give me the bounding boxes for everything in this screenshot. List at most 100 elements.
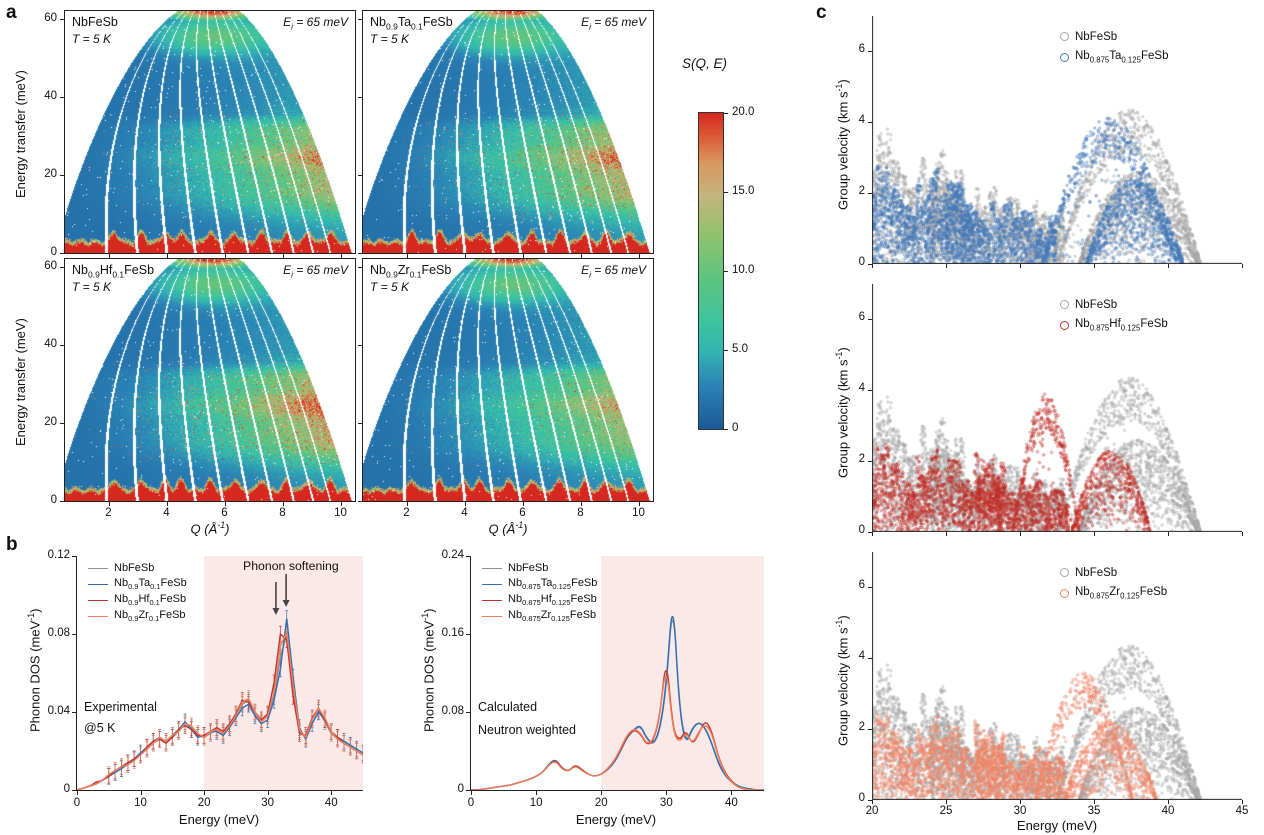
tick-mark — [60, 422, 64, 424]
incident-energy-label: Ei = 65 meV — [283, 15, 348, 32]
tick-label: 2 — [858, 185, 865, 198]
tick-mark — [724, 350, 728, 351]
tick-label: 4 — [858, 650, 865, 663]
tick-label: 4 — [163, 507, 170, 519]
note-temperature: @5 K — [84, 721, 116, 735]
tick-mark — [72, 556, 76, 557]
tick-mark — [1020, 264, 1021, 268]
legend-entry: Nb0.875Zr0.125FeSb — [482, 608, 597, 624]
legend-line-swatch — [88, 615, 108, 617]
tick-mark — [946, 264, 947, 268]
tick-label: 20 — [197, 797, 211, 809]
compound-label: NbFeSb — [72, 15, 118, 29]
tick-mark — [1242, 264, 1243, 268]
y-axis-title-heatmap-row2: Energy transfer (meV) — [13, 318, 28, 446]
tick-mark — [108, 502, 110, 506]
experimental-dos-chart — [76, 556, 365, 791]
legend-label: NbFeSb — [1075, 30, 1118, 43]
tick-label: 0 — [858, 524, 865, 536]
temperature-label: T = 5 K — [72, 32, 112, 46]
calculated-dos-chart — [470, 556, 764, 791]
x-axis-title-heatmap-col1: Q (Å-1) — [190, 520, 230, 537]
tick-mark — [331, 791, 333, 795]
legend-label: Nb0.9Hf0.1FeSb — [114, 592, 187, 608]
tick-label: 20.0 — [732, 106, 755, 118]
tick-mark — [946, 800, 947, 804]
temperature-label: T = 5 K — [370, 32, 410, 46]
tick-mark — [522, 502, 524, 506]
legend-entry: Nb0.875Ta0.125FeSb — [482, 576, 597, 592]
softening-arrowhead — [282, 600, 290, 607]
phonon-softening-annotation: Phonon softening — [243, 559, 339, 573]
group-velocity-chart-ta — [872, 16, 1242, 264]
heatmap-panel-zr: Nb0.9Zr0.1FeSb T = 5 K Ei = 65 meV — [362, 258, 654, 502]
tick-mark — [868, 264, 872, 265]
tick-label: 6 — [858, 311, 865, 324]
dos-curve — [76, 629, 364, 791]
legend-label: Nb0.875Hf0.125FeSb — [508, 592, 597, 608]
tick-mark — [724, 271, 728, 272]
tick-mark — [724, 113, 728, 114]
tick-mark — [60, 18, 64, 20]
tick-label: 20 — [44, 167, 57, 180]
legend-line-swatch — [88, 567, 108, 569]
tick-mark — [340, 254, 342, 258]
tick-mark — [60, 344, 64, 346]
x-axis-title-calculated-dos: Energy (meV) — [575, 812, 657, 827]
tick-label: 10.0 — [732, 264, 755, 276]
experimental-dos-plot — [76, 556, 365, 791]
note-experimental: Experimental — [84, 700, 157, 714]
compound-label: Nb0.9Ta0.1FeSb — [370, 15, 453, 32]
tick-mark — [1094, 264, 1095, 268]
tick-label: 30 — [1013, 805, 1027, 817]
tick-mark — [282, 502, 284, 506]
tick-mark — [466, 556, 470, 557]
legend-dot-swatch — [1060, 589, 1069, 598]
tick-mark — [72, 712, 76, 713]
tick-mark — [464, 254, 466, 258]
tick-label: 0 — [73, 797, 81, 809]
tick-label: 4 — [858, 114, 865, 127]
tick-label: 8 — [577, 507, 584, 519]
group-velocity-chart-zr — [872, 552, 1242, 800]
heatmap-panel-hf: Nb0.9Hf0.1FeSb T = 5 K Ei = 65 meV — [64, 258, 356, 502]
tick-mark — [358, 344, 362, 346]
tick-label: 20 — [594, 797, 608, 809]
note-neutron-weighted: Neutron weighted — [478, 723, 576, 737]
heatmap-canvas-ta — [362, 10, 654, 254]
tick-label: 8 — [279, 507, 286, 519]
x-axis-title-experimental-dos: Energy (meV) — [178, 812, 260, 827]
tick-mark — [580, 254, 582, 258]
tick-mark — [868, 658, 872, 660]
tick-mark — [282, 254, 284, 258]
legend-entry: Nb0.875Ta0.125FeSb — [1060, 47, 1168, 68]
tick-mark — [60, 501, 64, 502]
tick-label: 15.0 — [732, 185, 755, 197]
tick-label: 6 — [858, 43, 865, 56]
legend-entry: NbFeSb — [1060, 294, 1168, 315]
incident-energy-label: Ei = 65 meV — [283, 263, 348, 280]
tick-mark — [108, 254, 110, 258]
tick-label: 10 — [632, 507, 645, 519]
tick-label: 0.04 — [47, 705, 70, 717]
tick-label: 40 — [44, 89, 57, 102]
panel-label-c: c — [816, 2, 827, 23]
tick-mark — [406, 502, 408, 506]
tick-label: 0 — [63, 783, 70, 795]
tick-label: 2 — [858, 721, 865, 734]
tick-label: 0.08 — [47, 627, 70, 639]
tick-mark — [666, 791, 668, 795]
note-calculated: Calculated — [478, 700, 538, 714]
tick-mark — [466, 634, 470, 635]
tick-mark — [358, 174, 362, 176]
incident-energy-label: Ei = 65 meV — [581, 263, 646, 280]
group-velocity-chart-hf — [872, 284, 1242, 532]
legend-entry: Nb0.9Zr0.1FeSb — [88, 608, 187, 624]
tick-mark — [72, 790, 76, 791]
tick-mark — [406, 254, 408, 258]
tick-mark — [522, 254, 524, 258]
tick-label: 60 — [44, 259, 57, 272]
legend-entry: NbFeSb — [88, 560, 187, 576]
heatmap-panel-ta: Nb0.9Ta0.1FeSb T = 5 K Ei = 65 meV — [362, 10, 654, 254]
